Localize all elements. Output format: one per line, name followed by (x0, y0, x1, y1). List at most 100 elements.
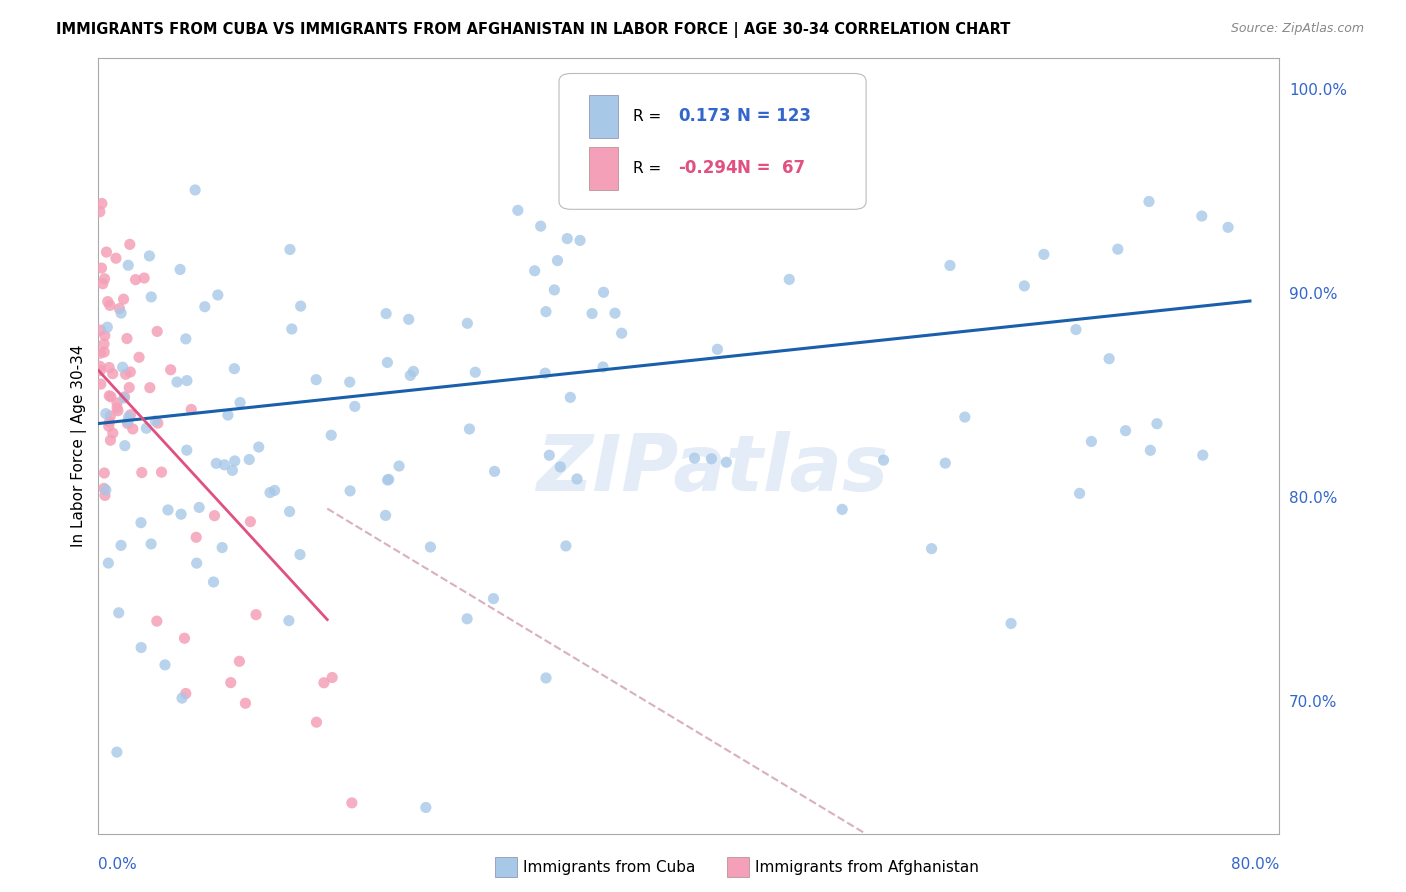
Point (101, 425, 124, 440)
Point (114, 368, 136, 382)
Point (141, 290, 163, 304)
Point (259, 485, 281, 500)
Point (107, 606, 129, 620)
Point (1191, 209, 1213, 223)
Point (1064, 322, 1087, 336)
Point (107, 403, 129, 417)
Point (98, 298, 121, 312)
Point (277, 614, 299, 628)
Point (211, 541, 233, 555)
Point (89, 359, 111, 374)
Point (90, 196, 112, 211)
Point (281, 322, 304, 336)
Point (239, 515, 262, 529)
Point (153, 657, 176, 672)
Point (104, 251, 127, 265)
Point (290, 299, 312, 313)
Point (683, 451, 706, 466)
Point (224, 361, 246, 376)
Point (186, 530, 208, 544)
Point (1014, 279, 1036, 293)
Text: ZIPatlas: ZIPatlas (537, 431, 889, 508)
Point (118, 380, 141, 394)
Point (560, 390, 582, 404)
Point (221, 463, 243, 477)
Point (1139, 443, 1161, 458)
Point (1146, 417, 1168, 431)
Point (482, 591, 505, 606)
Point (94, 328, 117, 343)
Point (1216, 220, 1239, 235)
Point (93, 481, 115, 495)
Point (94, 488, 117, 502)
Point (117, 417, 139, 431)
Point (129, 516, 152, 530)
Point (939, 259, 962, 273)
Text: IMMIGRANTS FROM CUBA VS IMMIGRANTS FROM AFGHANISTAN IN LABOR FORCE | AGE 30-34 C: IMMIGRANTS FROM CUBA VS IMMIGRANTS FROM … (56, 22, 1011, 38)
Point (105, 401, 128, 415)
Point (146, 416, 169, 430)
Point (278, 243, 301, 257)
Point (176, 443, 198, 458)
Point (523, 264, 546, 278)
Point (96, 245, 118, 260)
Point (114, 390, 136, 404)
Point (97, 556, 120, 570)
Point (534, 366, 557, 380)
Point (173, 632, 195, 646)
Point (214, 458, 236, 472)
Point (340, 796, 363, 810)
Text: 0.173: 0.173 (678, 107, 731, 125)
Point (706, 343, 728, 357)
Point (565, 472, 588, 486)
Point (93, 337, 115, 351)
Point (91, 277, 114, 291)
Text: -0.294: -0.294 (678, 159, 738, 178)
Text: Source: ZipAtlas.com: Source: ZipAtlas.com (1230, 22, 1364, 36)
Point (101, 367, 124, 381)
Point (184, 183, 207, 197)
Point (124, 273, 146, 287)
Point (1069, 486, 1091, 500)
Point (217, 408, 239, 422)
Point (312, 675, 335, 690)
Point (288, 548, 311, 562)
Point (128, 351, 150, 365)
Point (156, 503, 179, 517)
Text: 80.0%: 80.0% (1232, 857, 1279, 872)
Point (94, 407, 117, 421)
Point (98, 389, 121, 403)
Point (138, 249, 160, 263)
Point (129, 640, 152, 655)
Point (111, 360, 134, 375)
Point (143, 414, 166, 428)
Point (96, 320, 118, 334)
Text: N =  67: N = 67 (737, 159, 806, 178)
Point (778, 272, 800, 286)
Point (458, 422, 481, 436)
Point (506, 203, 529, 218)
Point (831, 502, 853, 516)
Point (89, 204, 111, 219)
Point (1032, 247, 1054, 261)
Point (98, 360, 121, 375)
Point (610, 326, 633, 341)
Point (204, 508, 226, 523)
FancyBboxPatch shape (560, 73, 866, 210)
Point (131, 466, 153, 480)
Point (550, 459, 572, 474)
Point (484, 464, 506, 478)
Point (343, 400, 366, 414)
Point (105, 745, 128, 759)
FancyBboxPatch shape (589, 147, 619, 189)
Point (166, 375, 188, 389)
Point (180, 402, 202, 417)
Point (530, 219, 553, 234)
Point (93, 345, 115, 359)
Point (112, 292, 135, 306)
Point (118, 237, 141, 252)
Point (89, 346, 111, 360)
Point (90, 377, 112, 392)
Point (592, 359, 614, 374)
Point (93, 272, 115, 286)
